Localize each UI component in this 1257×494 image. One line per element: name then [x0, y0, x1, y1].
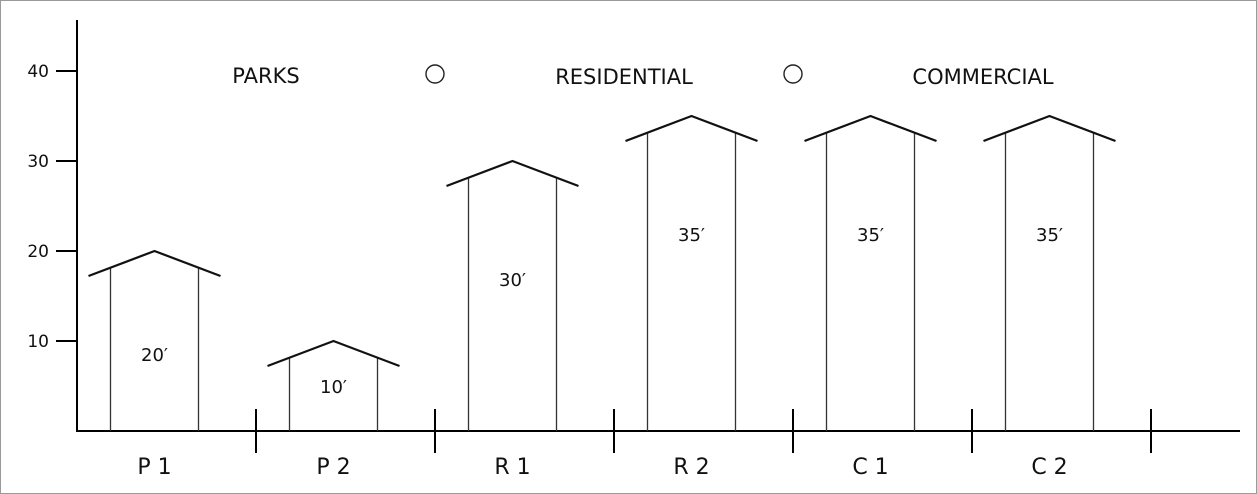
house-roof — [804, 114, 937, 143]
legend-separator-dot — [425, 64, 445, 84]
height-label: 35′ — [678, 225, 705, 246]
house-bar: 35′ — [625, 114, 758, 431]
house-bar: 30′ — [446, 159, 579, 431]
y-tick-label: 20 — [27, 242, 49, 262]
height-label: 30′ — [499, 270, 526, 291]
legend-separator-dot — [783, 64, 803, 84]
category-label: P 1 — [137, 455, 171, 480]
house-roof — [267, 339, 400, 368]
legend-residential: RESIDENTIAL — [555, 65, 693, 89]
house-roof — [625, 114, 758, 143]
house-bar: 35′ — [983, 114, 1116, 431]
height-label: 35′ — [857, 225, 884, 246]
legend-commercial: COMMERCIAL — [912, 65, 1053, 89]
legend-parks: PARKS — [232, 64, 299, 88]
category-label: R 2 — [673, 455, 709, 480]
house-bar: 35′ — [804, 114, 937, 431]
y-tick-label: 30 — [27, 152, 49, 172]
y-tick-label: 10 — [27, 332, 49, 352]
category-label: R 1 — [494, 455, 530, 480]
height-label: 20′ — [141, 345, 168, 366]
height-label: 35′ — [1036, 225, 1063, 246]
house-roof — [446, 159, 579, 188]
height-label: 10′ — [320, 377, 347, 398]
y-tick-label: 40 — [27, 62, 49, 82]
house-roof — [88, 249, 221, 278]
category-label: C 2 — [1031, 455, 1067, 480]
house-bar: 20′ — [88, 249, 221, 431]
house-roof — [983, 114, 1116, 143]
category-label: C 1 — [852, 455, 888, 480]
house-bar: 10′ — [267, 339, 400, 431]
category-label: P 2 — [316, 455, 350, 480]
